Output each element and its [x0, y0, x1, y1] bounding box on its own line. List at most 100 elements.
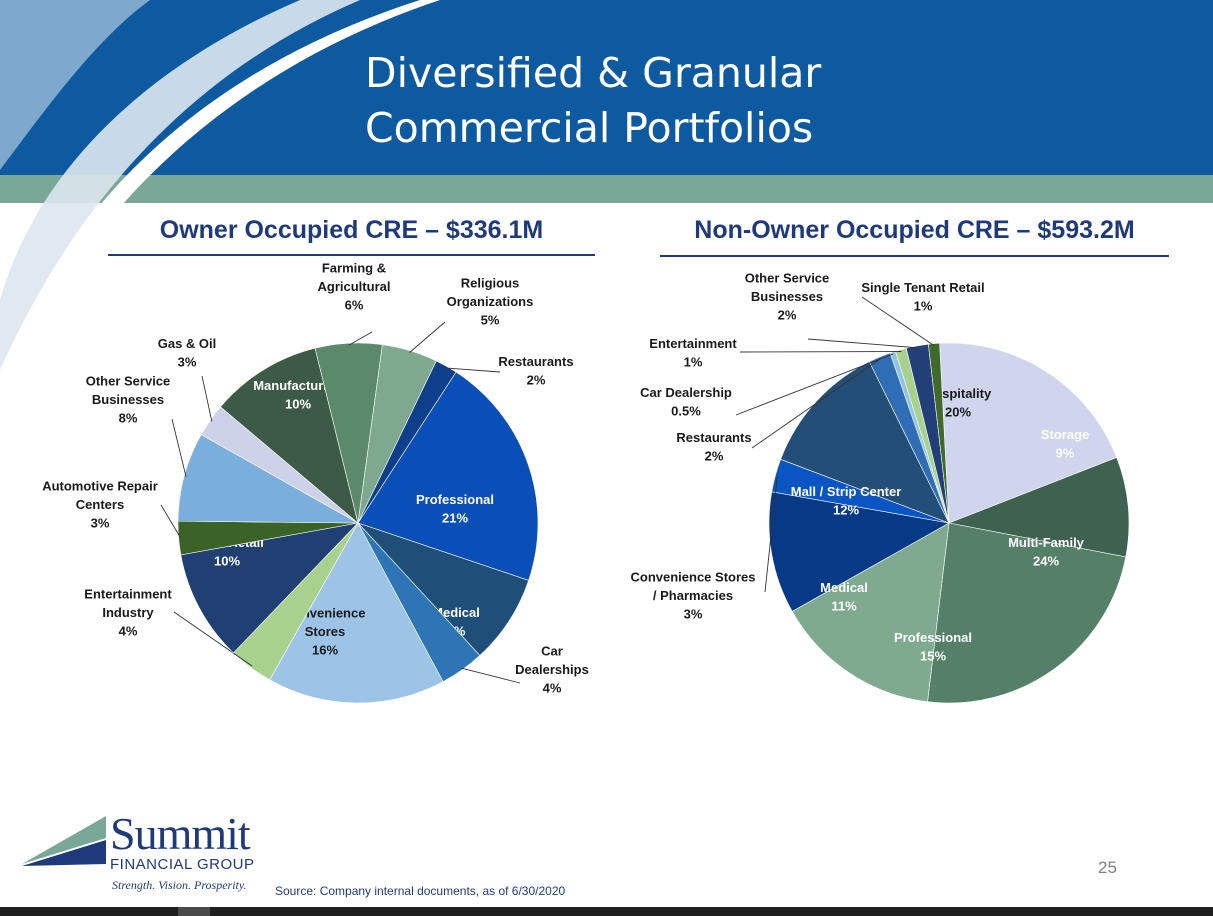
leader-line	[173, 611, 253, 667]
slice-label: 10%	[214, 553, 240, 568]
leader-line	[751, 358, 881, 449]
non-owner-occupied-chart-title: Non-Owner Occupied CRE – $593.2M	[694, 216, 1135, 244]
summit-logo: Summit FINANCIAL GROUP Strength. Vision.…	[22, 810, 262, 900]
slice-label: 0.5%	[671, 403, 701, 418]
slice-label: Entertainment	[84, 587, 172, 602]
slice-label: 2%	[778, 308, 797, 323]
slice-label: 11%	[831, 598, 857, 613]
pie-slice	[357, 522, 529, 656]
leader-line	[201, 375, 213, 422]
slice-label: Medical	[820, 580, 868, 595]
header-swoosh-pale	[0, 0, 360, 370]
owner-occupied-chart-title: Owner Occupied CRE – $336.1M	[159, 216, 544, 244]
pie-slice	[220, 347, 359, 524]
slice-label: 21%	[442, 510, 468, 525]
owner-occupied-title-rule	[108, 254, 595, 256]
leader-line	[348, 331, 373, 346]
pie-slice	[357, 371, 539, 581]
pie-slice	[177, 434, 359, 524]
pie-slice	[269, 522, 444, 704]
slice-label: Car Dealership	[640, 385, 732, 400]
slice-label: Farming &	[322, 261, 386, 276]
slice-label: Mall / Strip Center	[791, 484, 902, 499]
owner-occupied-pie: Professional 21% Medical 8% Car Dealerships 4%…	[42, 261, 589, 704]
slice-label: 1%	[684, 354, 703, 369]
leader-line	[445, 367, 501, 373]
pie-slice	[780, 361, 950, 524]
slice-label: Medical	[432, 605, 480, 620]
leader-line	[171, 418, 187, 478]
slice-label: Agricultural	[318, 279, 391, 294]
non-owner-occupied-title-rule	[660, 255, 1169, 257]
slice-label: Entertainment	[649, 336, 737, 351]
header-stripe	[0, 175, 1213, 203]
slice-label: 12%	[833, 502, 859, 517]
slice-label: Religious	[461, 276, 520, 291]
slice-label: Restaurants	[676, 430, 751, 445]
header-swoosh-light	[0, 0, 150, 170]
slice-label: Dealerships	[515, 662, 589, 677]
pie-slice	[791, 522, 950, 703]
leader-line	[461, 667, 521, 684]
pie-slice	[180, 522, 359, 654]
slice-label: Organizations	[447, 294, 534, 309]
slice-label: 4%	[119, 624, 138, 639]
page-number: 25	[1098, 858, 1117, 877]
slice-label: 9%	[1056, 445, 1075, 460]
pie-slice	[357, 360, 457, 524]
logo-subtitle: FINANCIAL GROUP	[110, 856, 255, 873]
slice-label: 6%	[345, 298, 364, 313]
slice-label: Storage	[1041, 427, 1089, 442]
slice-label: Manufacturing	[253, 378, 343, 393]
slide-title-line-1: Diversified & Granular	[365, 49, 822, 97]
slice-label: 2%	[705, 448, 724, 463]
slice-label: Car	[541, 644, 563, 659]
slice-label: 20%	[945, 404, 971, 419]
leader-line	[160, 504, 182, 539]
slice-label: 10%	[285, 396, 311, 411]
slice-label: 3%	[91, 516, 110, 531]
slice-label: Convenience Stores	[631, 570, 756, 585]
leader-line	[409, 321, 446, 353]
slice-label: 3%	[178, 354, 197, 369]
slice-label: Automotive Repair	[42, 479, 158, 494]
slice-label: Stores	[305, 624, 345, 639]
slice-label: Other Service	[86, 374, 171, 389]
source-note: Source: Company internal documents, as o…	[275, 884, 566, 898]
slice-label: 4%	[543, 681, 562, 696]
slide-title: Diversified & Granular Commercial Portfo…	[365, 46, 1005, 156]
leader-line	[735, 353, 894, 416]
slice-label: Professional	[416, 492, 494, 507]
pie-slice	[928, 342, 950, 524]
pie-slice	[927, 522, 1127, 704]
slice-label: Industry	[102, 605, 154, 620]
slide-title-line-2: Commercial Portfolios	[365, 104, 814, 152]
pie-slice	[947, 457, 1130, 558]
slice-label: 15%	[920, 648, 946, 663]
slice-label: Businesses	[92, 392, 164, 407]
slice-label: 5%	[481, 313, 500, 328]
slice-label: 3%	[684, 607, 703, 622]
slice-label: 2%	[527, 372, 546, 387]
slice-label: Professional	[894, 630, 972, 645]
footer-bar	[0, 907, 1213, 916]
leader-line	[861, 296, 935, 346]
pie-slice	[939, 342, 1118, 524]
logo-name: Summit	[110, 808, 251, 859]
leader-line	[807, 338, 918, 349]
slice-label: Businesses	[751, 289, 823, 304]
slice-label: Multi-Family	[1008, 535, 1085, 550]
slice-label: 16%	[312, 643, 338, 658]
slice-label: 1%	[914, 298, 933, 313]
slice-label: / Pharmacies	[653, 588, 733, 603]
leader-line	[764, 475, 778, 593]
slice-label: Restaurants	[498, 354, 573, 369]
slice-label: Gas & Oil	[158, 336, 217, 351]
footer-tab	[178, 907, 210, 916]
slice-label: Single Tenant Retail	[861, 280, 984, 295]
pie-slice	[768, 491, 950, 612]
slice-label: 24%	[1033, 553, 1059, 568]
logo-tagline: Strength. Vision. Prosperity.	[112, 878, 247, 892]
